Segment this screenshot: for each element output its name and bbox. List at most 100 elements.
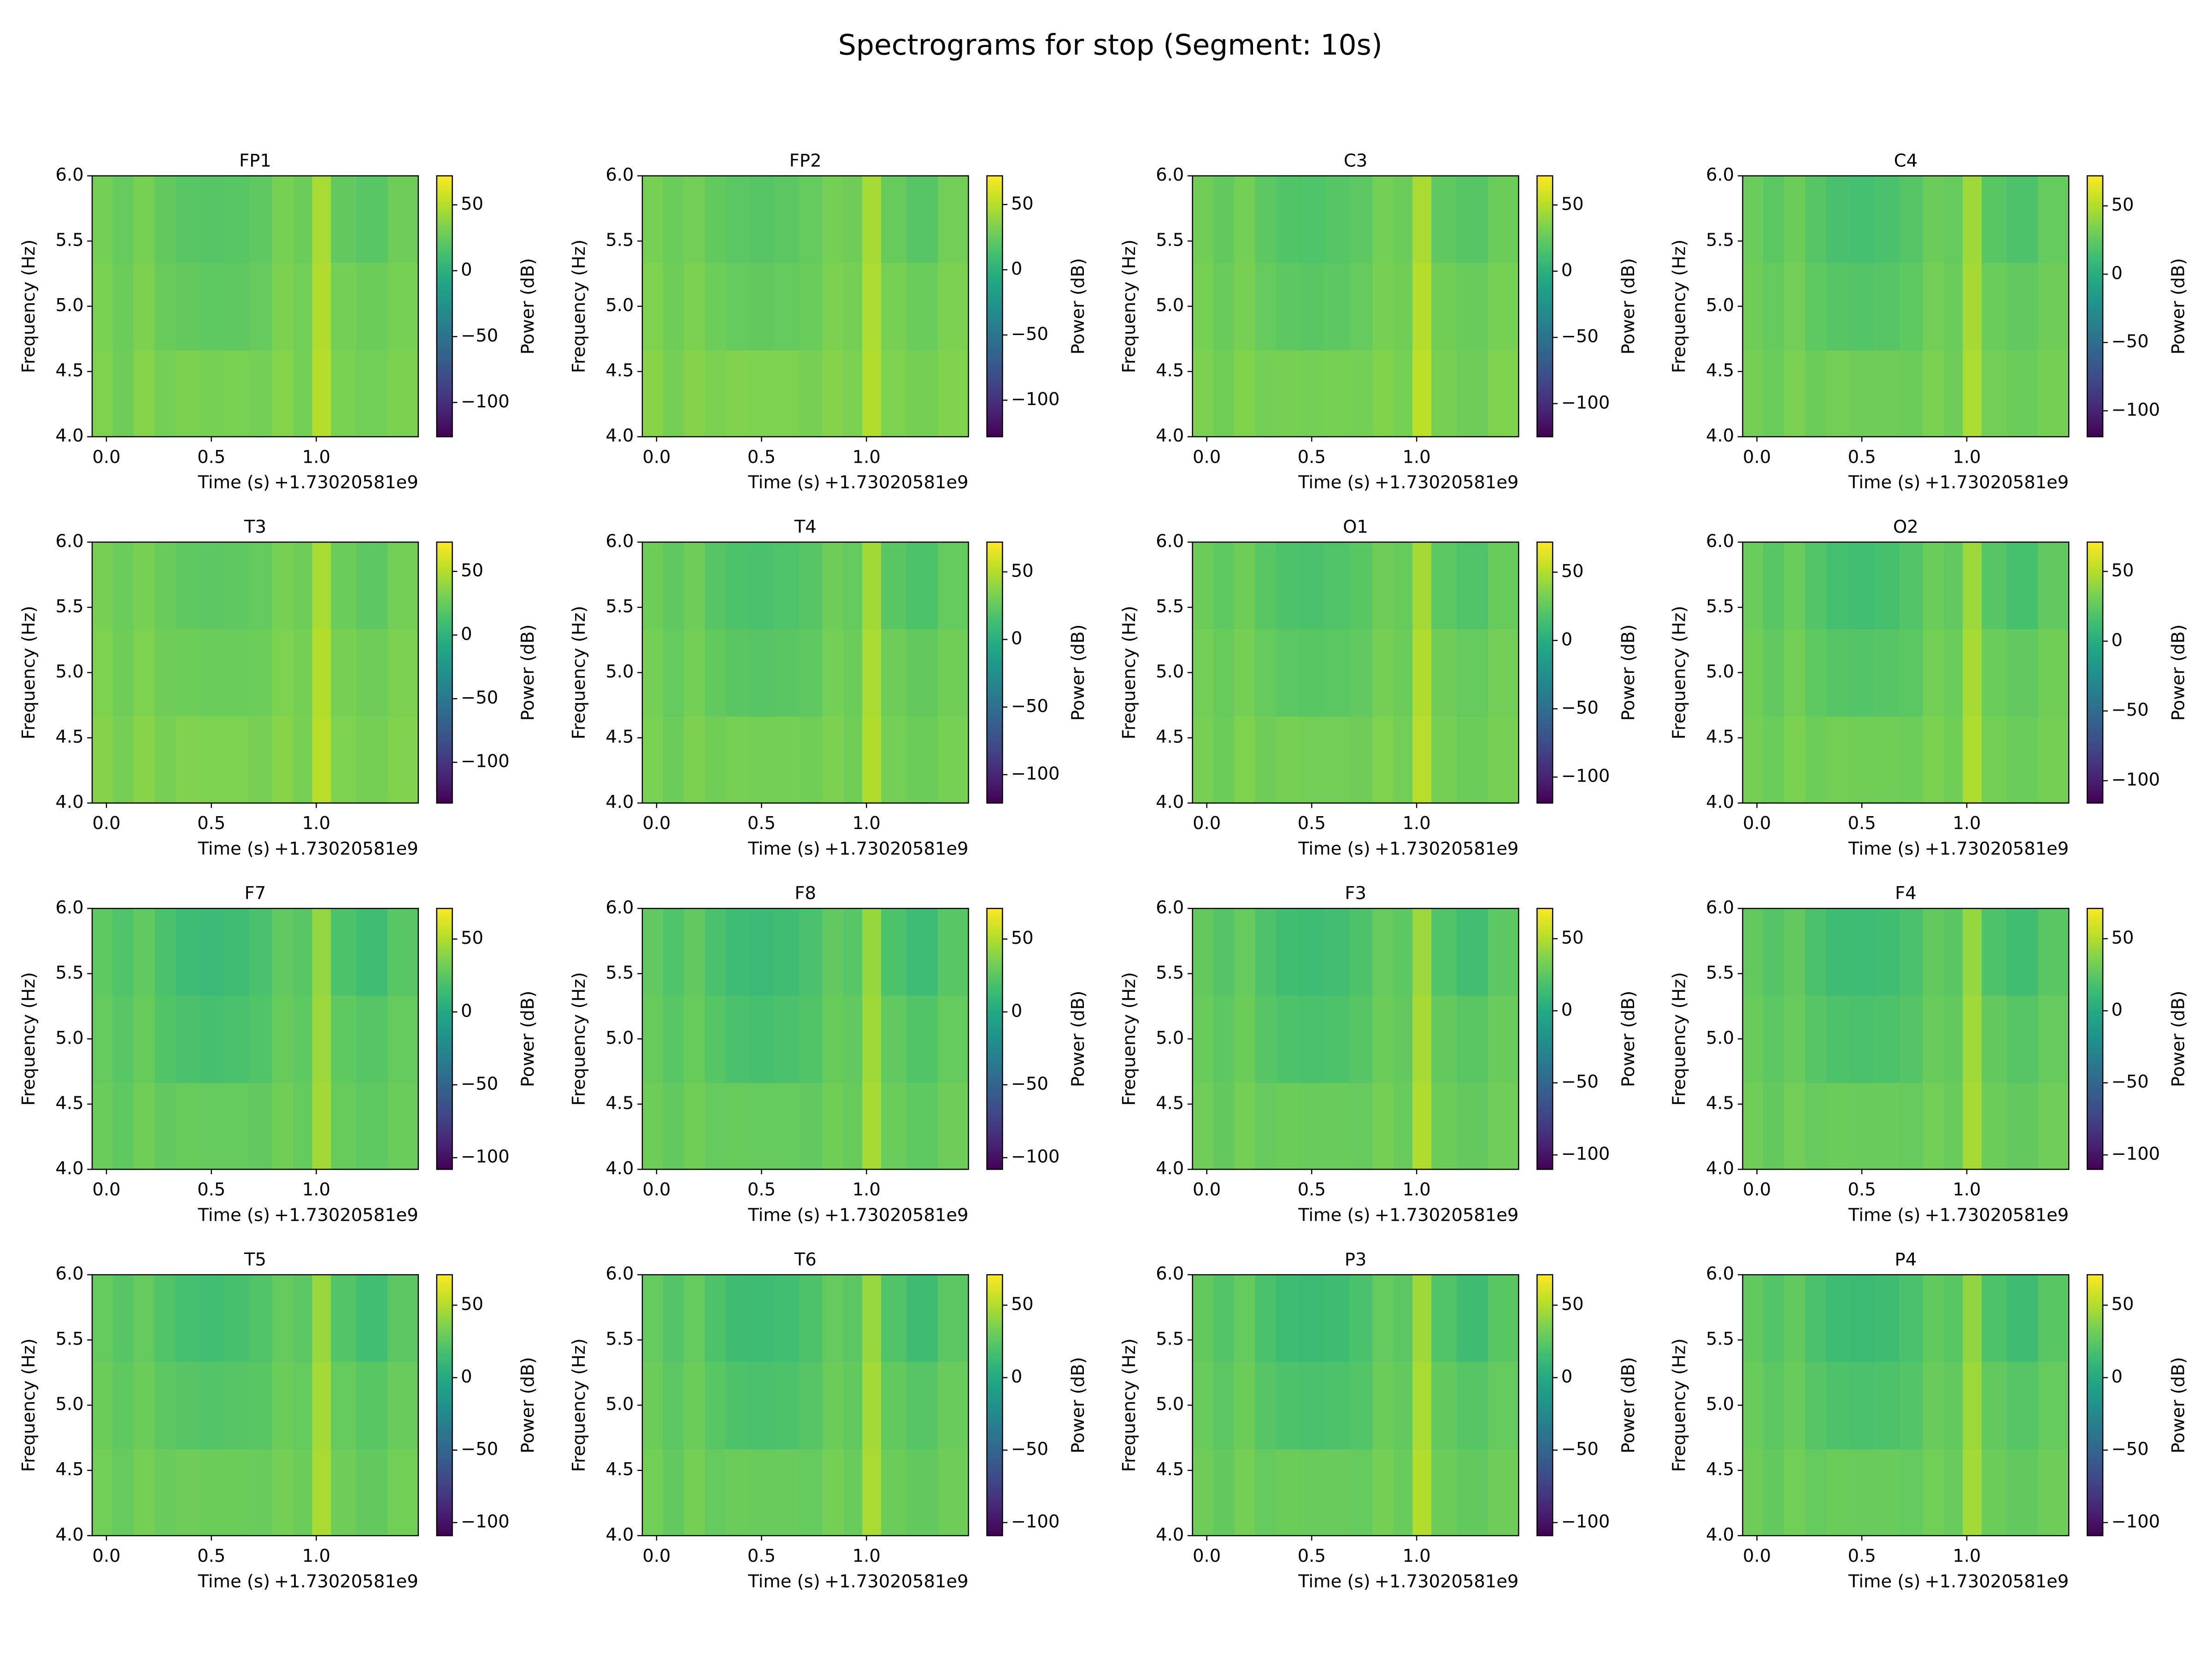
colorbar-tick-label: 50: [2112, 560, 2134, 581]
y-axis-label: Frequency (Hz): [1669, 606, 1690, 739]
heatmap-cell: [799, 716, 823, 804]
heatmap-cell: [1763, 1082, 1785, 1170]
heatmap-cell: [1456, 995, 1488, 1083]
x-offset-label: +1.73020581e9: [1375, 839, 1519, 859]
heatmap-cell: [1943, 350, 1963, 437]
heatmap-cell: [331, 1275, 357, 1362]
heatmap-cell: [154, 716, 176, 804]
y-tick-label: 5.0: [1156, 1028, 1184, 1048]
subplot-title: O1: [1343, 517, 1368, 537]
y-tick-label: 6.0: [55, 897, 83, 918]
y-tick-label: 4.0: [1156, 1524, 1184, 1545]
heatmap-cell: [1276, 1275, 1300, 1362]
heatmap-cell: [1874, 1449, 1900, 1536]
colorbar-label: Power (dB): [1618, 1357, 1639, 1453]
heatmap-cell: [312, 995, 332, 1083]
heatmap-cell: [1900, 176, 1924, 263]
y-tick-label: 4.0: [55, 792, 83, 812]
y-tick-label: 4.5: [606, 360, 634, 381]
heatmap-cell: [388, 542, 419, 629]
heatmap-cell: [1192, 995, 1214, 1083]
colorbar-tick-label: −100: [1561, 1144, 1610, 1165]
heatmap-cell: [1488, 995, 1519, 1083]
y-tick-label: 6.0: [606, 531, 634, 552]
heatmap-cell: [705, 262, 727, 351]
heatmap-cell: [2006, 629, 2039, 717]
heatmap-cell: [1826, 1449, 1850, 1536]
heatmap-cell: [356, 1275, 388, 1362]
heatmap-cell: [1255, 542, 1277, 629]
heatmap-cell: [154, 1449, 176, 1536]
heatmap-cell: [799, 1361, 823, 1449]
x-tick-label: 0.5: [747, 1546, 776, 1566]
y-tick-label: 5.5: [55, 230, 83, 251]
heatmap-cell: [134, 176, 155, 263]
heatmap-cell: [1393, 350, 1413, 437]
heatmap-cell: [1255, 995, 1277, 1083]
y-tick-label: 5.5: [1706, 962, 1734, 983]
heatmap-cell: [1981, 1361, 2007, 1449]
x-tick-label: 0.0: [642, 1179, 671, 1200]
colorbar: [1537, 908, 1553, 1170]
heatmap-cell: [312, 1275, 332, 1362]
heatmap-cell: [1962, 176, 1982, 263]
heatmap-cell: [1456, 716, 1488, 804]
x-offset-label: +1.73020581e9: [1924, 1571, 2069, 1592]
heatmap-cell: [1431, 350, 1457, 437]
y-tick-label: 5.0: [1156, 295, 1184, 316]
x-axis-label: Time (s): [198, 1205, 270, 1225]
heatmap-cell: [388, 1449, 419, 1536]
x-axis-label: Time (s): [1298, 839, 1370, 859]
y-tick-label: 5.5: [55, 596, 83, 617]
heatmap-cell: [1456, 350, 1488, 437]
heatmap-cell: [134, 350, 155, 437]
heatmap-cell: [199, 629, 224, 717]
heatmap-cell: [1981, 716, 2007, 804]
heatmap-cell: [1784, 1082, 1806, 1170]
colorbar-tick-label: −50: [1011, 324, 1048, 344]
heatmap-cell: [112, 1275, 135, 1362]
x-tick-label: 0.0: [642, 447, 671, 467]
y-tick-label: 5.5: [55, 962, 83, 983]
heatmap-cell: [224, 908, 250, 996]
heatmap-cell: [388, 1082, 419, 1170]
heatmap-cell: [1805, 1082, 1827, 1170]
x-tick-label: 0.5: [197, 1179, 225, 1200]
heatmap-cell: [1742, 1275, 1764, 1362]
heatmap-cell: [1456, 1361, 1488, 1449]
heatmap-cell: [1276, 176, 1300, 263]
heatmap-cell: [726, 1275, 750, 1362]
heatmap-cell: [906, 1361, 938, 1449]
heatmap-cell: [1784, 350, 1806, 437]
heatmap-cell: [224, 1361, 250, 1449]
heatmap-cell: [356, 995, 388, 1083]
heatmap-cell: [199, 1082, 224, 1170]
heatmap-cell: [1192, 1361, 1214, 1449]
heatmap-cell: [176, 908, 200, 996]
heatmap-cell: [312, 908, 332, 996]
heatmap-cell: [1299, 1275, 1325, 1362]
heatmap-cell: [1431, 716, 1457, 804]
heatmap-cell: [2006, 262, 2039, 351]
heatmap-cell: [1488, 542, 1519, 629]
heatmap-cell: [1393, 542, 1413, 629]
heatmap-cell: [1488, 176, 1519, 263]
colorbar-tick-label: −50: [2112, 1071, 2149, 1092]
heatmap-cell: [134, 262, 155, 351]
heatmap-cell: [1784, 1449, 1806, 1536]
heatmap-cell: [774, 350, 800, 437]
heatmap-cell: [2006, 716, 2039, 804]
y-axis-label: Frequency (Hz): [1669, 972, 1690, 1106]
y-tick-label: 4.5: [606, 1093, 634, 1113]
heatmap-cell: [1456, 262, 1488, 351]
heatmap-cell: [1900, 350, 1924, 437]
colorbar: [1537, 176, 1553, 437]
heatmap-cell: [272, 1361, 294, 1449]
heatmap-cell: [1874, 629, 1900, 717]
colorbar-tick-label: −50: [2112, 331, 2149, 352]
heatmap-cell: [1324, 542, 1350, 629]
heatmap-cell: [1299, 262, 1325, 351]
heatmap-cell: [224, 1082, 250, 1170]
colorbar-tick-label: −100: [461, 391, 510, 412]
heatmap-cell: [1900, 995, 1924, 1083]
